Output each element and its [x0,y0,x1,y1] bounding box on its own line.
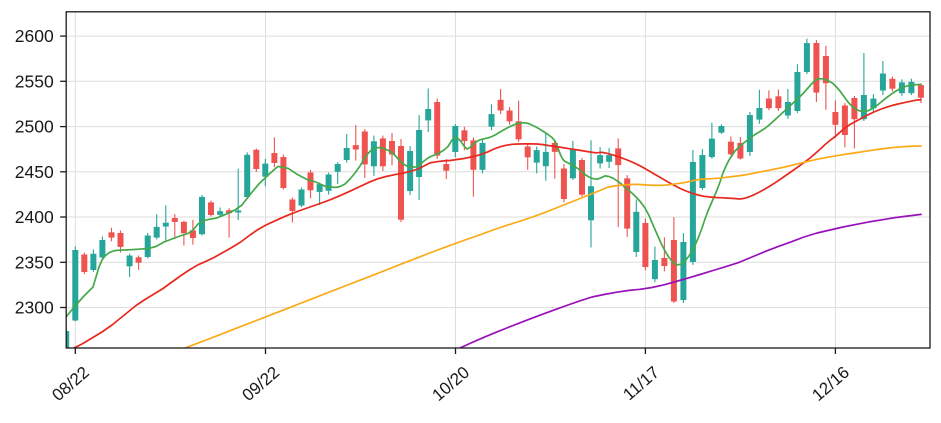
svg-text:2500: 2500 [15,117,54,137]
svg-text:2300: 2300 [15,298,54,318]
svg-text:2600: 2600 [15,26,54,46]
svg-text:2450: 2450 [15,162,54,182]
svg-text:2400: 2400 [15,207,54,227]
svg-text:2350: 2350 [15,252,54,272]
svg-text:2550: 2550 [15,71,54,91]
